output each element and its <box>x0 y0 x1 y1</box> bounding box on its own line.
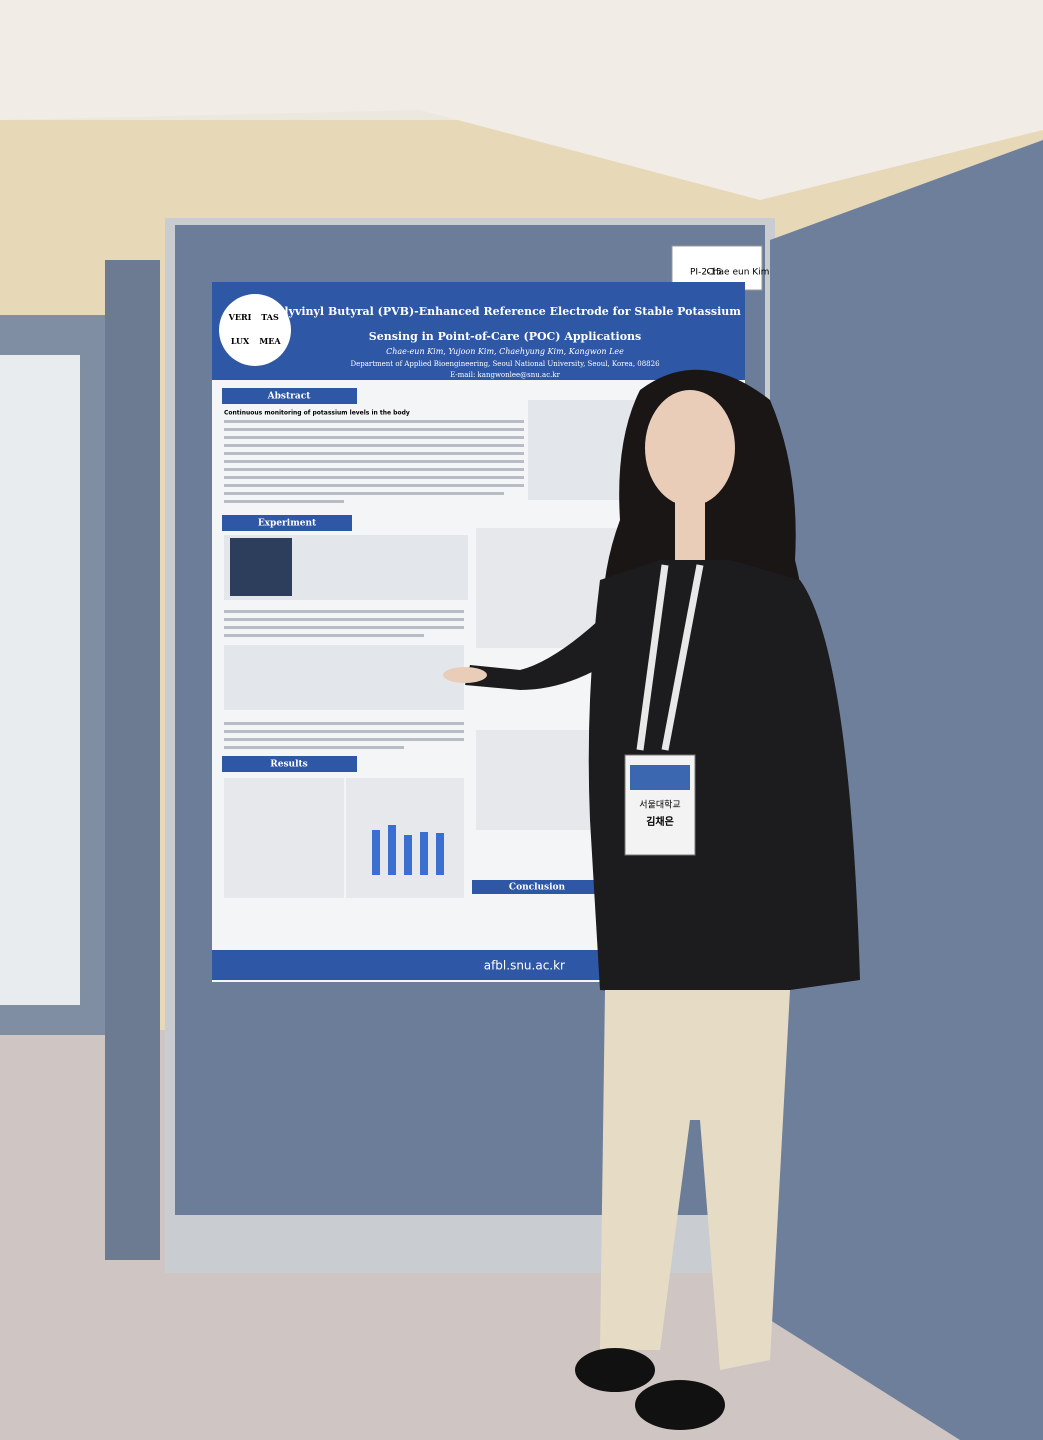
poster-title: Sensing in Point-of-Care (POC) Applicati… <box>369 330 641 343</box>
left-poster <box>0 355 80 1005</box>
section-header <box>222 515 352 531</box>
poster-email: E-mail: kangwonlee@snu.ac.kr <box>450 371 561 379</box>
figure <box>224 645 464 710</box>
chart-figure <box>224 778 344 898</box>
lanyard <box>661 564 704 751</box>
right-panel <box>770 140 1043 1440</box>
poster-affiliation: Department of Applied Bioengineering, Se… <box>350 360 660 368</box>
logo-text: VERI <box>228 312 252 322</box>
ceiling-panel <box>0 0 1043 200</box>
face <box>645 390 735 506</box>
board-name: Chae eun Kim <box>707 268 770 278</box>
section-header <box>222 756 357 772</box>
logo-text: TAS <box>261 312 279 322</box>
section-title: Results <box>270 760 307 770</box>
badge-school: 서울대학교 <box>639 800 680 811</box>
pants <box>600 990 790 1370</box>
shoe <box>575 1348 655 1392</box>
badge-banner <box>630 765 690 790</box>
chart-figure <box>476 730 596 830</box>
poster-header <box>212 282 745 380</box>
side-board <box>105 260 160 1260</box>
board-code: PI-2-15 <box>690 268 722 278</box>
section-title: Experiment <box>258 519 317 529</box>
section-title: Conclusion <box>509 883 566 893</box>
section-title: Abstract <box>267 392 312 402</box>
figure-image <box>230 538 292 596</box>
poster-authors: Chae-eun Kim, Yujoon Kim, Chaehyung Kim,… <box>386 347 624 356</box>
section-header <box>472 880 602 894</box>
logo-text: LUX <box>231 336 250 346</box>
neck <box>675 495 705 565</box>
hand <box>443 667 487 683</box>
logo-text: MEA <box>259 336 281 346</box>
section-header <box>222 388 357 404</box>
figure-bars <box>372 825 444 875</box>
poster-footer-text: afbl.snu.ac.kr <box>484 959 565 973</box>
lanyard <box>636 564 669 751</box>
experiment-text <box>224 610 464 749</box>
blazer <box>588 560 860 1000</box>
badge-name: 김채은 <box>646 815 674 828</box>
shoe <box>635 1380 725 1430</box>
abstract-lead: Continuous monitoring of potassium level… <box>224 410 410 417</box>
abstract-text <box>224 420 524 503</box>
arm <box>465 600 640 690</box>
poster-title: Polyvinyl Butyral (PVB)-Enhanced Referen… <box>269 305 741 318</box>
logo <box>219 294 291 366</box>
